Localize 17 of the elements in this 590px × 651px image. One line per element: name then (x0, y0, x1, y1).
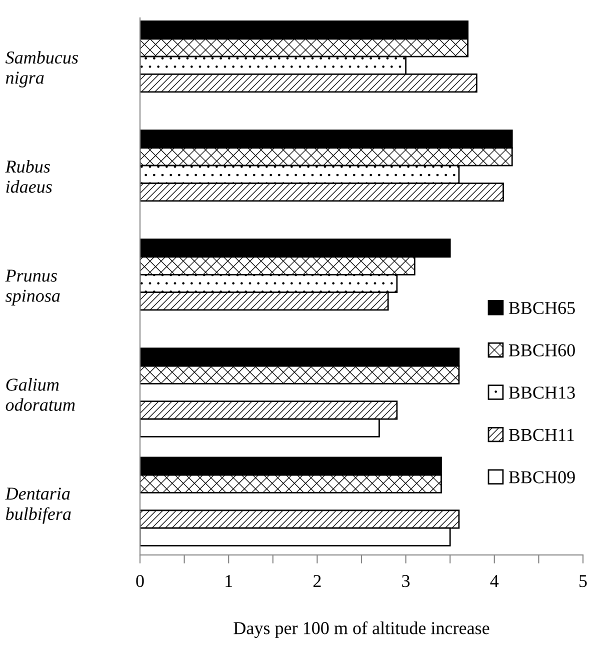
x-tick-label: 2 (313, 574, 321, 587)
x-tick-label: 0 (136, 574, 144, 588)
y-tick-label: Dentaria bulbifera (5, 488, 71, 524)
x-tick-label: 5 (580, 575, 587, 588)
x-tick-label: 4 (490, 575, 499, 587)
legend-label: BBCH65 (508, 302, 575, 314)
legend-label: BBCH11 (508, 428, 574, 442)
y-tick-label: Rubus idaeus (5, 160, 52, 193)
legend-label: BBCH13 (508, 386, 575, 399)
y-tick-label: Prunus spinosa (5, 270, 60, 306)
legend-label: BBCH09 (508, 471, 575, 484)
y-tick-label: Galium odoratum (6, 378, 75, 411)
y-tick-label: Sambucus nigra (5, 50, 78, 88)
x-axis-title: Days per 100 m of altitude increase (234, 621, 490, 638)
x-tick-label: 3 (402, 574, 410, 588)
legend-label: BBCH60 (508, 344, 575, 356)
x-tick-label: 1 (226, 575, 232, 587)
